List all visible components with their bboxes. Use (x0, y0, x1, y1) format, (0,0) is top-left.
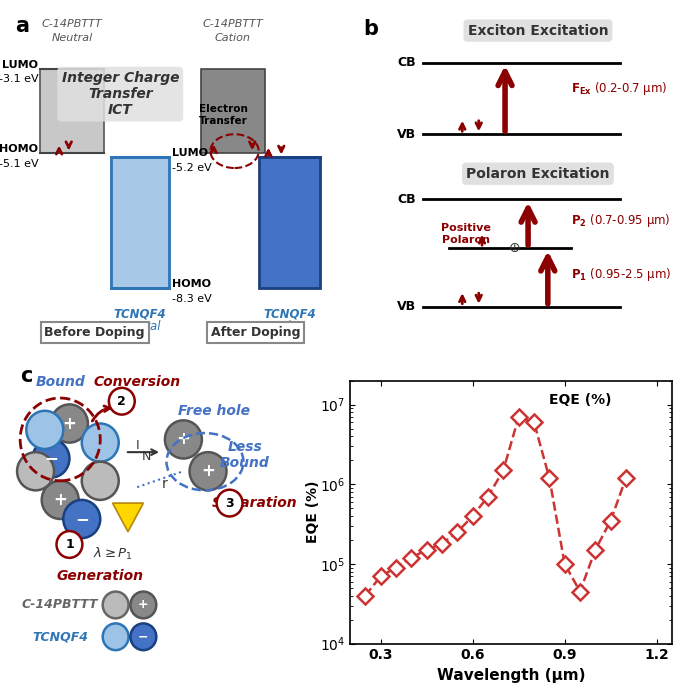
Circle shape (51, 404, 88, 443)
Text: TCNQF4: TCNQF4 (32, 630, 88, 644)
Bar (40, 69, 104, 153)
Circle shape (103, 592, 129, 619)
Text: b: b (363, 19, 379, 39)
Text: HOMO: HOMO (172, 279, 211, 289)
Text: +: + (138, 599, 148, 612)
Bar (111, 158, 169, 289)
Text: -3.1 eV: -3.1 eV (0, 74, 38, 84)
Text: -5.1 eV: -5.1 eV (0, 158, 38, 169)
Circle shape (130, 623, 156, 650)
Text: $\mathbf{F_{Ex}}$ (0.2-0.7 μm): $\mathbf{F_{Ex}}$ (0.2-0.7 μm) (571, 80, 667, 97)
Text: −: − (44, 450, 58, 468)
Text: LUMO: LUMO (2, 60, 38, 69)
Text: C-14PBTTT: C-14PBTTT (22, 599, 99, 612)
Text: N: N (142, 450, 151, 464)
Text: Free hole: Free hole (178, 403, 250, 418)
Text: -8.3 eV: -8.3 eV (172, 294, 211, 304)
Text: −: − (138, 630, 148, 644)
Polygon shape (113, 503, 144, 531)
Text: Less
Bound: Less Bound (220, 440, 270, 471)
Text: r: r (162, 477, 168, 491)
Text: CB: CB (398, 56, 416, 69)
Text: 3: 3 (225, 497, 234, 509)
Circle shape (57, 531, 83, 558)
Text: TCNQF4: TCNQF4 (263, 307, 316, 320)
Text: VB: VB (397, 128, 416, 140)
Bar (259, 158, 320, 289)
Text: ⊕: ⊕ (509, 241, 521, 255)
Text: Neutral: Neutral (118, 320, 161, 333)
Text: Cation: Cation (215, 33, 251, 44)
Text: $\mathbf{P_1}$ (0.95-2.5 μm): $\mathbf{P_1}$ (0.95-2.5 μm) (571, 266, 671, 282)
Circle shape (82, 462, 119, 500)
Text: Positive
Polaron: Positive Polaron (440, 223, 491, 245)
Text: Generation: Generation (57, 570, 144, 583)
Text: $\mathbf{P_2}$ (0.7-0.95 μm): $\mathbf{P_2}$ (0.7-0.95 μm) (571, 212, 671, 229)
Text: C-14PBTTT: C-14PBTTT (41, 19, 102, 28)
Text: +: + (176, 430, 190, 448)
Text: −: − (75, 510, 89, 528)
Circle shape (217, 490, 242, 516)
Text: a: a (15, 16, 29, 36)
Text: 1: 1 (65, 538, 74, 551)
Circle shape (165, 420, 202, 459)
Text: After Doping: After Doping (211, 326, 300, 339)
Text: c: c (20, 366, 32, 386)
Text: +: + (53, 491, 67, 509)
X-axis label: Wavelength (μm): Wavelength (μm) (437, 668, 585, 683)
Text: C-14PBTTT: C-14PBTTT (202, 19, 263, 28)
Circle shape (17, 452, 54, 491)
Text: Neutral: Neutral (51, 33, 92, 44)
Circle shape (190, 452, 227, 491)
Text: Electron
Transfer: Electron Transfer (199, 104, 248, 126)
Circle shape (82, 424, 119, 462)
Circle shape (103, 623, 129, 650)
Text: Anion: Anion (272, 320, 306, 333)
Circle shape (32, 439, 69, 477)
Text: $\lambda\geq P_1$: $\lambda\geq P_1$ (92, 546, 132, 562)
Text: EQE (%): EQE (%) (549, 393, 611, 407)
Text: LUMO: LUMO (172, 148, 208, 158)
Text: I: I (135, 439, 139, 453)
Circle shape (63, 500, 100, 538)
Text: Integer Charge
Transfer
ICT: Integer Charge Transfer ICT (62, 71, 179, 118)
Text: Separation: Separation (211, 496, 297, 510)
Bar (201, 69, 265, 153)
Text: HOMO: HOMO (0, 144, 38, 154)
Text: Exciton Excitation: Exciton Excitation (468, 24, 608, 37)
Text: VB: VB (397, 300, 416, 313)
Circle shape (130, 592, 156, 619)
Circle shape (42, 481, 78, 519)
Text: -5.2 eV: -5.2 eV (172, 163, 211, 173)
Text: Before Doping: Before Doping (44, 326, 145, 339)
Text: +: + (62, 415, 76, 432)
Text: Conversion: Conversion (94, 375, 181, 389)
Y-axis label: EQE (%): EQE (%) (306, 481, 320, 543)
Text: Polaron Excitation: Polaron Excitation (466, 167, 610, 181)
Text: +: + (201, 462, 215, 480)
Text: TCNQF4: TCNQF4 (113, 307, 166, 320)
Circle shape (27, 411, 63, 449)
Circle shape (109, 388, 134, 415)
Text: CB: CB (398, 193, 416, 206)
Text: 2: 2 (118, 394, 126, 408)
Text: Bound: Bound (35, 375, 85, 389)
